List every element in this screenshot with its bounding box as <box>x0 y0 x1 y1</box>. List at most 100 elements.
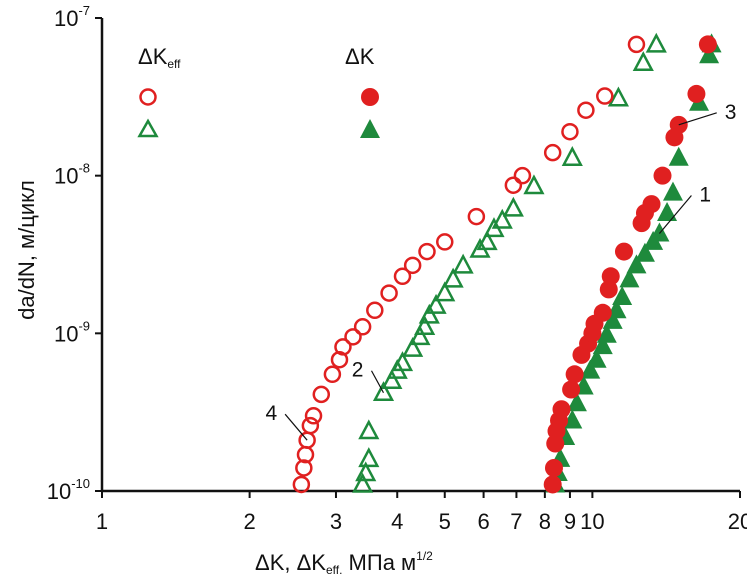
annotation-label-2: 2 <box>352 359 364 382</box>
y-axis-label: da/dN, м/цикл <box>14 180 39 320</box>
data-point-series-1 <box>626 254 647 274</box>
x-tick-label: 2 <box>243 509 255 534</box>
data-point-series-4 <box>543 143 562 162</box>
data-point-series-2 <box>425 293 447 314</box>
data-point-series-3 <box>543 475 562 494</box>
data-point-series-4 <box>627 35 646 54</box>
annotations: 1 2 3 4 <box>265 101 737 441</box>
legend-marker-open-triangle <box>137 118 159 138</box>
data-point-series-4 <box>353 318 372 336</box>
data-point-series-3 <box>593 303 612 322</box>
data-point-series-4 <box>393 267 412 286</box>
data-point-series-2 <box>645 32 667 53</box>
data-point-series-2 <box>372 381 395 401</box>
data-point-series-4 <box>513 166 532 185</box>
legend-title-delta-k-eff: ΔKeff <box>138 44 181 71</box>
data-point-series-1 <box>580 359 601 379</box>
data-point-series-2 <box>381 369 403 390</box>
data-point-series-3 <box>544 458 563 477</box>
y-tick-label: 10-10 <box>47 476 90 504</box>
data-point-series-4 <box>292 475 311 494</box>
data-point-series-3 <box>642 195 661 214</box>
data-series <box>292 32 722 494</box>
data-point-series-4 <box>403 256 422 275</box>
data-point-series-1 <box>612 285 633 305</box>
data-point-series-2 <box>442 267 464 288</box>
y-tick-label: 10-7 <box>54 3 90 31</box>
data-point-series-3 <box>687 84 706 103</box>
data-point-series-2 <box>352 472 374 493</box>
data-point-series-2 <box>402 336 424 357</box>
data-point-series-4 <box>596 87 614 105</box>
data-point-series-1 <box>662 181 683 201</box>
y-tick-label: 10-9 <box>54 318 90 346</box>
x-tick-label: 1 <box>96 509 108 534</box>
data-point-series-1 <box>649 222 670 242</box>
legend-title-delta-k: ΔK <box>345 44 375 69</box>
axes <box>100 18 740 493</box>
legend-marker-filled-circle <box>361 88 379 106</box>
x-axis-label: ΔK, ΔKeff. МПа м1/2 <box>255 549 433 577</box>
x-tick-label: 5 <box>439 509 451 534</box>
data-point-series-4 <box>561 122 579 141</box>
data-point-series-2 <box>632 51 654 72</box>
data-point-series-2 <box>476 230 498 251</box>
data-point-series-2 <box>491 208 513 229</box>
data-point-series-1 <box>602 309 623 329</box>
data-point-series-4 <box>323 365 342 384</box>
data-point-series-3 <box>669 115 688 134</box>
data-point-series-4 <box>344 328 362 346</box>
data-point-series-2 <box>355 461 377 482</box>
data-point-series-2 <box>607 86 629 107</box>
data-point-series-3 <box>698 35 717 54</box>
data-point-series-2 <box>414 315 436 336</box>
data-point-series-1 <box>586 348 607 368</box>
x-tick-label: 10 <box>580 509 604 534</box>
annotation-leader <box>284 413 308 441</box>
data-point-series-2 <box>391 351 414 372</box>
series-4 <box>292 35 646 494</box>
data-point-series-4 <box>467 207 486 226</box>
x-tick-label: 7 <box>510 509 522 534</box>
data-point-series-3 <box>601 267 620 286</box>
data-point-series-1 <box>566 392 587 412</box>
data-point-series-1 <box>596 323 617 343</box>
data-point-series-4 <box>334 338 352 356</box>
data-point-series-4 <box>436 233 454 251</box>
data-point-series-2 <box>358 447 380 468</box>
annotation-label-3: 3 <box>725 101 737 124</box>
data-point-series-2 <box>418 303 440 324</box>
data-point-series-1 <box>592 335 613 355</box>
data-point-series-3 <box>614 242 633 261</box>
data-point-series-4 <box>504 176 523 194</box>
data-point-series-2 <box>452 253 474 274</box>
x-tick-label: 6 <box>477 509 489 534</box>
annotation-leader <box>678 112 717 126</box>
x-tick-label: 4 <box>391 509 403 534</box>
data-point-series-1 <box>699 44 720 64</box>
data-point-series-4 <box>418 242 436 261</box>
data-point-series-3 <box>565 365 584 384</box>
legend-marker-open-circle <box>139 88 157 106</box>
series-3 <box>543 35 717 494</box>
annotation-leader <box>370 370 385 394</box>
data-point-series-4 <box>312 385 331 404</box>
data-point-series-4 <box>577 101 595 119</box>
data-point-series-4 <box>380 284 398 302</box>
annotation-label-1: 1 <box>699 183 711 206</box>
series-1 <box>545 33 722 493</box>
x-tick-label: 3 <box>330 509 342 534</box>
data-point-series-2 <box>502 196 524 217</box>
legend: ΔKeff ΔK <box>137 44 380 138</box>
data-point-series-2 <box>523 174 545 195</box>
data-point-series-1 <box>619 268 640 288</box>
data-point-series-2 <box>358 419 380 440</box>
annotation-leader <box>658 195 692 234</box>
data-point-series-3 <box>562 380 581 399</box>
data-point-series-3 <box>552 400 571 419</box>
data-point-series-2 <box>434 281 456 302</box>
data-point-series-4 <box>366 301 384 320</box>
x-tick-label: 9 <box>564 509 576 534</box>
data-point-series-1 <box>657 201 678 221</box>
